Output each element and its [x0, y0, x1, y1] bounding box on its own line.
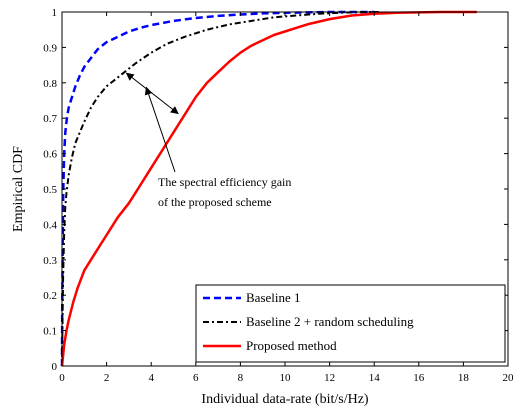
- x-tick-label-8: 16: [413, 372, 425, 384]
- y-tick-label-6: 0.6: [43, 149, 57, 161]
- series-line-0: [60, 10, 375, 367]
- x-tick-label-5: 10: [280, 372, 292, 384]
- x-tick-label-1: 2: [104, 372, 110, 384]
- y-tick-label-1: 0.1: [43, 326, 57, 338]
- y-tick-label-8: 0.8: [43, 78, 57, 90]
- x-tick-label-3: 6: [193, 372, 199, 384]
- y-tick-label-7: 0.7: [43, 113, 57, 125]
- y-tick-label-2: 0.2: [43, 290, 57, 302]
- y-tick-label-9: 0.9: [43, 42, 57, 54]
- x-tick-label-6: 12: [324, 372, 335, 384]
- y-tick-label-10: 1: [52, 7, 58, 19]
- x-tick-label-9: 18: [458, 372, 470, 384]
- y-tick-label-5: 0.5: [43, 184, 57, 196]
- x-tick-label-2: 4: [148, 372, 154, 384]
- x-axis-title: Individual data-rate (bit/s/Hz): [201, 392, 368, 407]
- annotation: The spectral efficiency gain of the prop…: [125, 72, 291, 209]
- legend-label-baseline-1: Baseline 1: [246, 290, 301, 305]
- series-line-1: [61, 11, 379, 367]
- annotation-line-2: of the proposed scheme: [158, 195, 272, 209]
- legend-label-baseline-2: Baseline 2 + random scheduling: [246, 314, 414, 329]
- x-tick-label-7: 14: [369, 372, 381, 384]
- annotation-pointer-arrow: [144, 86, 176, 173]
- series-line-2: [60, 10, 477, 367]
- legend-label-proposed: Proposed method: [246, 338, 337, 353]
- legend-box: [195, 284, 506, 363]
- y-axis-title: Empirical CDF: [11, 146, 26, 232]
- ticks-layer: 0 2 4 6 8 10 12 14 16 18 20 0 0.1 0.2 0.3 0.4 0.5 0.6 0.7 0…: [43, 7, 514, 384]
- x-tick-label-0: 0: [59, 372, 65, 384]
- y-tick-label-0: 0: [52, 361, 58, 373]
- y-tick-label-4: 0.4: [43, 219, 57, 231]
- annotation-line-1: The spectral efficiency gain: [158, 175, 291, 189]
- x-tick-label-10: 20: [503, 372, 515, 384]
- legend: Baseline 1 Baseline 2 + random schedulin…: [195, 284, 506, 363]
- x-tick-label-4: 8: [238, 372, 244, 384]
- y-tick-label-3: 0.3: [43, 255, 57, 267]
- axes-frame: [61, 11, 509, 367]
- series-layer: [60, 10, 477, 367]
